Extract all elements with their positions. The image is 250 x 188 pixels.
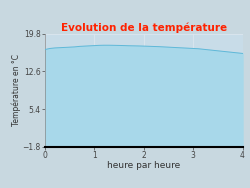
Title: Evolution de la température: Evolution de la température [61, 23, 227, 33]
Y-axis label: Température en °C: Température en °C [12, 54, 21, 126]
X-axis label: heure par heure: heure par heure [107, 161, 180, 170]
